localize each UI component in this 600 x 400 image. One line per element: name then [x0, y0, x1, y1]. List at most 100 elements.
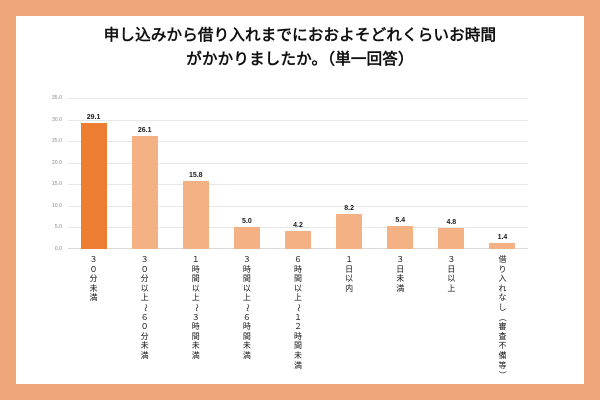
label-char: 時 — [191, 322, 200, 332]
bar[interactable] — [489, 242, 516, 249]
gridline — [68, 184, 528, 186]
label-char: 未 — [140, 341, 149, 351]
bar[interactable] — [285, 230, 311, 249]
label-char: 間 — [242, 331, 251, 341]
label-char: ３ — [242, 255, 251, 264]
label-char: し — [498, 302, 507, 312]
bar-value-label: 15.8 — [188, 171, 203, 179]
label-char: 満 — [396, 283, 405, 293]
bar-column[interactable]: 15.8 — [182, 98, 209, 249]
chart-plot-area: 35.0 30.0 25.0 20.0 15.0 10.0 5.0 0.0 29.1 26.1 1… — [52, 95, 528, 252]
label-char: 未 — [294, 350, 302, 360]
label-char: 未 — [396, 274, 405, 284]
label-char: ） — [498, 370, 508, 379]
label-char: 満 — [294, 360, 302, 370]
label-char: 上 — [191, 293, 200, 303]
label-char: 以 — [242, 283, 251, 293]
bar-column[interactable]: 26.1 — [131, 98, 158, 249]
label-char: 満 — [89, 293, 98, 303]
bar-column[interactable]: 5.0 — [233, 98, 260, 249]
label-char: ６ — [242, 312, 251, 322]
y-axis-tick-label: 35.0 — [51, 95, 62, 101]
label-char: 不 — [498, 341, 507, 351]
bar[interactable] — [80, 123, 107, 249]
x-axis-category-label: 借り入れなし（審査不備等） — [489, 255, 515, 380]
label-char: 以 — [345, 274, 354, 284]
bar[interactable] — [438, 228, 465, 249]
x-axis-category-label: ３ 時間以上～ ６ 時間未満 — [234, 255, 260, 361]
label-char: 上 — [140, 293, 149, 303]
label-char: 満 — [140, 350, 149, 360]
bar[interactable] — [131, 136, 158, 249]
label-char: 分 — [89, 274, 98, 284]
label-char: れ — [498, 283, 507, 293]
page-title-line-1: 申し込みから借り入れまでにおおよそどれくらいお時間 — [103, 26, 497, 44]
label-char: 査 — [498, 331, 507, 341]
label-char: 以 — [447, 274, 456, 284]
label-char: １ — [345, 255, 354, 264]
label-char: 以 — [140, 283, 149, 293]
label-char: 間 — [242, 274, 251, 284]
label-char: な — [498, 293, 507, 303]
x-axis-category-label: １ 時間以上～ ３ 時間未満 — [183, 255, 209, 361]
label-char: 日 — [447, 264, 456, 274]
bar-value-label: 1.4 — [497, 233, 508, 241]
label-char: 間 — [191, 331, 200, 341]
label-char: ２ — [294, 322, 302, 332]
label-char: 分 — [140, 274, 149, 284]
gridline — [68, 227, 528, 229]
label-char: 未 — [89, 283, 98, 293]
label-char: 内 — [345, 283, 354, 293]
page-title-line-2: がかかりましたか。（単一回答） — [186, 49, 414, 68]
label-char: ～ — [242, 303, 252, 312]
label-char: ３ — [396, 255, 405, 264]
label-char: 上 — [294, 293, 302, 303]
label-char: １ — [294, 312, 302, 322]
bar[interactable] — [182, 180, 209, 249]
label-char: 等 — [498, 360, 507, 370]
gridline — [68, 205, 528, 207]
x-axis-category-label: ３ ０ 分以上～ ６ ０ 分未満 — [132, 255, 158, 361]
label-char: 分 — [140, 331, 149, 341]
slide-content: 申し込みから借り入れまでにおおよそどれくらいお時間 がかかりましたか。（単一回答… — [16, 16, 584, 384]
bar-column[interactable]: 29.1 — [80, 98, 107, 249]
label-char: 満 — [191, 350, 200, 360]
bar-column[interactable]: 8.2 — [336, 98, 363, 249]
label-char: 審 — [498, 322, 507, 332]
label-char: ～ — [140, 303, 150, 312]
label-char: 時 — [294, 331, 302, 341]
bar-column[interactable]: 4.2 — [285, 98, 311, 249]
bar[interactable] — [387, 225, 414, 249]
y-axis-tick-label: 20.0 — [51, 159, 62, 166]
bar-column[interactable]: 5.4 — [387, 98, 414, 249]
y-axis-tick-label: 30.0 — [51, 116, 62, 123]
y-axis-tick-label: 15.0 — [51, 181, 62, 188]
label-char: 入 — [498, 274, 507, 284]
gridline — [68, 141, 528, 143]
label-char: 未 — [191, 341, 200, 351]
label-char: 以 — [191, 283, 200, 293]
label-char: ０ — [140, 322, 149, 332]
label-char: 時 — [242, 264, 251, 274]
label-char: （ — [498, 313, 508, 322]
bar[interactable] — [233, 227, 260, 249]
label-char: ６ — [294, 255, 302, 264]
label-char: 上 — [447, 283, 456, 293]
bar-column[interactable]: 1.4 — [489, 98, 516, 249]
label-char: ３ — [191, 312, 200, 322]
label-char: ０ — [89, 264, 98, 274]
bar[interactable] — [336, 213, 363, 249]
bar-chart: 35.0 30.0 25.0 20.0 15.0 10.0 5.0 0.0 29.1 26.1 1… — [16, 80, 584, 384]
label-char: 間 — [294, 341, 302, 351]
bar-value-label: 4.2 — [293, 221, 303, 229]
label-char: ～ — [191, 303, 201, 312]
x-axis-category-label: ６ 時間以上～ １ ２ 時間未満 — [285, 255, 311, 370]
label-char: 備 — [498, 350, 507, 360]
label-char: ３ — [140, 255, 149, 264]
bar-value-label: 5.4 — [395, 216, 406, 224]
bar-value-label: 29.1 — [86, 114, 101, 122]
bar-column[interactable]: 4.8 — [438, 98, 465, 249]
